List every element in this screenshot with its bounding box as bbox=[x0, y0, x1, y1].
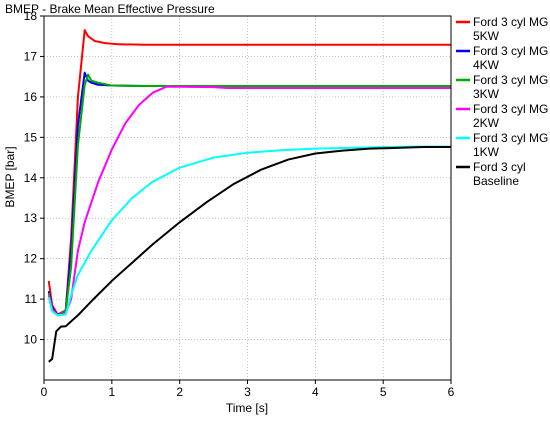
y-tick-label: 12 bbox=[24, 252, 38, 266]
y-tick-label: 15 bbox=[24, 130, 38, 144]
legend-label-5: Ford 3 cyl Baseline bbox=[473, 160, 526, 188]
x-axis-label: Time [s] bbox=[226, 401, 268, 415]
x-tick-label: 4 bbox=[312, 385, 319, 399]
y-tick-label: 16 bbox=[24, 90, 38, 104]
series-line-1 bbox=[47, 71, 451, 317]
legend-label-3: Ford 3 cyl MG 2KW bbox=[473, 102, 548, 130]
y-tick-label: 18 bbox=[24, 9, 38, 23]
x-tick-label: 5 bbox=[380, 385, 387, 399]
chart-title: BMEP - Brake Mean Effective Pressure bbox=[5, 2, 215, 16]
grid-lines bbox=[43, 15, 452, 380]
y-tick-label: 13 bbox=[24, 211, 38, 225]
y-tick-label: 14 bbox=[24, 171, 38, 185]
x-tick-label: 6 bbox=[448, 385, 455, 399]
legend-label-2: Ford 3 cyl MG 3KW bbox=[473, 73, 548, 101]
x-tick-label: 0 bbox=[41, 385, 48, 399]
x-tick-label: 3 bbox=[244, 385, 251, 399]
plot-area-frame bbox=[43, 15, 452, 381]
x-tick-label: 2 bbox=[176, 385, 183, 399]
y-tick-label: 10 bbox=[24, 333, 38, 347]
legend-label-1: Ford 3 cyl MG 4KW bbox=[473, 44, 548, 72]
series-line-5 bbox=[48, 146, 451, 363]
series-line-3 bbox=[47, 85, 451, 317]
legend-label-0: Ford 3 cyl MG 5KW bbox=[473, 15, 548, 43]
series-lines bbox=[47, 29, 451, 363]
series-line-4 bbox=[47, 145, 451, 317]
x-tick-label: 1 bbox=[108, 385, 115, 399]
series-line-2 bbox=[47, 73, 451, 317]
y-tick-label: 17 bbox=[24, 49, 38, 63]
series-line-0 bbox=[47, 29, 451, 316]
y-axis-label: BMEP [bar] bbox=[3, 146, 17, 207]
legend-label-4: Ford 3 cyl MG 1KW bbox=[473, 131, 548, 159]
y-tick-label: 11 bbox=[25, 292, 38, 306]
